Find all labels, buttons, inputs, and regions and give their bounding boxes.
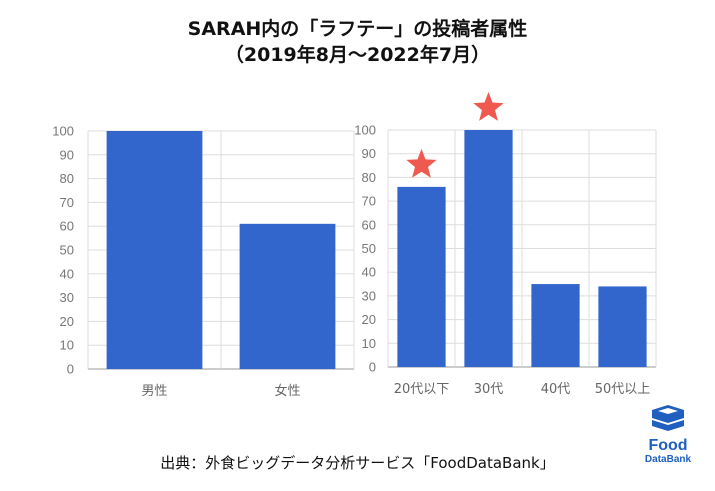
y-tick-label: 70 bbox=[362, 194, 376, 209]
y-tick-label: 20 bbox=[60, 314, 74, 329]
charts-canvas: 0 10 20 30 40 50 60 70 80 90 100 男性 女性 0 10 20 30 40 50 60… bbox=[52, 92, 657, 399]
y-tick-label: 100 bbox=[52, 124, 74, 139]
y-tick-label: 50 bbox=[362, 241, 376, 256]
y-tick-label: 40 bbox=[60, 266, 74, 281]
category-label: 50代以上 bbox=[595, 382, 651, 397]
star-marker-icon bbox=[406, 148, 437, 178]
y-tick-label: 80 bbox=[60, 171, 74, 186]
y-tick-label: 50 bbox=[60, 243, 74, 258]
bar-1 bbox=[106, 131, 203, 369]
y-tick-label: 80 bbox=[362, 170, 376, 185]
bar-2 bbox=[464, 130, 513, 367]
y-tick-label: 60 bbox=[60, 219, 74, 234]
star-marker-icon bbox=[473, 92, 504, 121]
y-tick-label: 90 bbox=[362, 146, 376, 161]
fooddatabank-logo-icon bbox=[652, 405, 684, 431]
bar-1 bbox=[397, 186, 446, 367]
y-tick-label: 0 bbox=[369, 360, 376, 375]
y-tick-label: 10 bbox=[60, 338, 74, 353]
bar-3 bbox=[531, 284, 580, 367]
category-label: 40代 bbox=[541, 382, 571, 397]
y-tick-label: 30 bbox=[362, 288, 376, 303]
y-tick-label: 40 bbox=[362, 265, 376, 280]
logo-text-food: Food bbox=[648, 437, 688, 454]
y-tick-label: 90 bbox=[60, 147, 74, 162]
gender-chart: 0 10 20 30 40 50 60 70 80 90 100 男性 女性 bbox=[52, 124, 355, 399]
category-label: 20代以下 bbox=[394, 382, 450, 397]
bar-4 bbox=[598, 286, 647, 367]
y-tick-label: 30 bbox=[60, 290, 74, 305]
y-tick-label: 100 bbox=[354, 123, 376, 138]
source-note: 出典：外食ビッグデータ分析サービス「FoodDataBank」 bbox=[160, 454, 555, 472]
chart-subtitle: （2019年8月～2022年7月） bbox=[224, 44, 491, 66]
category-label: 女性 bbox=[274, 383, 300, 399]
y-tick-label: 70 bbox=[60, 195, 74, 210]
y-tick-label: 0 bbox=[67, 362, 74, 377]
category-label: 男性 bbox=[141, 384, 167, 399]
age-chart: 0 10 20 30 40 50 60 70 80 90 100 20代以下 30代 40代 50代以上 bbox=[354, 92, 657, 397]
chart-title: SARAH内の「ラフテー」の投稿者属性 bbox=[187, 18, 528, 40]
y-tick-label: 10 bbox=[362, 336, 376, 351]
bar-2 bbox=[239, 223, 336, 369]
category-label: 30代 bbox=[474, 382, 504, 397]
fooddatabank-logo: Food DataBank bbox=[636, 404, 700, 465]
logo-text-databank: DataBank bbox=[644, 454, 692, 465]
y-tick-label: 60 bbox=[362, 217, 376, 232]
y-tick-label: 20 bbox=[362, 312, 376, 327]
